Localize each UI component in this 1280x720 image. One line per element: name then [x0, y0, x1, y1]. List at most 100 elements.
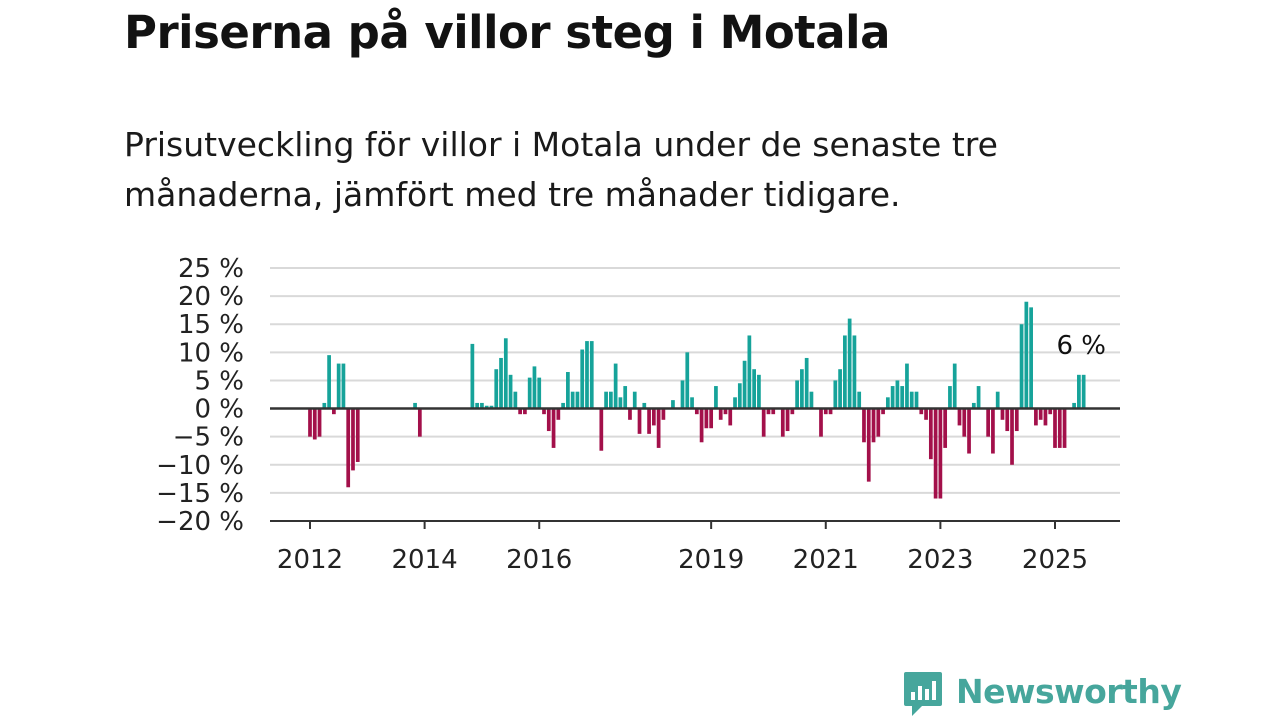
bar [833, 380, 838, 409]
bar [804, 357, 809, 409]
bar [647, 408, 651, 434]
latest-value-annotation: 6 % [1057, 331, 1107, 361]
bar [694, 408, 699, 415]
bar [924, 408, 928, 420]
bar [1053, 408, 1057, 448]
bar [1034, 408, 1038, 426]
bar [312, 408, 317, 440]
bar [905, 363, 909, 409]
bar [928, 408, 933, 460]
bar [1029, 307, 1033, 409]
bar [843, 335, 847, 409]
bar [475, 402, 480, 409]
bar [523, 408, 527, 415]
bar [933, 408, 938, 499]
bar [628, 408, 632, 420]
bar [723, 408, 728, 415]
bar [986, 408, 991, 437]
bar [1057, 408, 1062, 448]
bar [790, 408, 795, 415]
bar [1062, 408, 1067, 448]
bar [976, 386, 981, 409]
bar [556, 408, 561, 420]
y-tick-label: 20 % [178, 282, 244, 312]
y-tick-label: 10 % [178, 338, 244, 368]
bar [336, 363, 341, 409]
bar [632, 391, 637, 409]
bar [570, 391, 575, 409]
bar [757, 374, 761, 409]
bar [566, 372, 570, 409]
bar [508, 374, 513, 409]
bar [1043, 408, 1048, 426]
bar [1010, 408, 1014, 465]
bar [1077, 374, 1081, 409]
bar [771, 408, 776, 415]
bar [919, 408, 924, 415]
bar [866, 408, 871, 482]
x-tick-label: 2023 [907, 545, 973, 575]
bar [838, 369, 842, 409]
bar [742, 360, 747, 409]
x-tick-label: 2016 [506, 545, 572, 575]
bar [718, 408, 723, 420]
y-tick-label: 15 % [178, 310, 244, 340]
bar [542, 408, 546, 415]
bar [322, 402, 327, 409]
bar [957, 408, 962, 426]
bar [809, 391, 814, 409]
bar [537, 377, 542, 409]
bar [470, 343, 475, 409]
bar [1014, 408, 1019, 432]
chart-subtitle: Prisutveckling för villor i Motala under… [124, 125, 998, 214]
chart-title: Priserna på villor steg i Motala [124, 6, 890, 59]
bar [623, 386, 628, 409]
bar [346, 408, 351, 488]
bar [733, 397, 737, 409]
bar [1038, 408, 1043, 420]
y-tick-label: −20 % [156, 507, 244, 537]
y-tick-label: −15 % [156, 479, 244, 509]
bar [885, 397, 890, 409]
bar [728, 408, 733, 426]
bar [909, 391, 914, 409]
bar [1072, 402, 1076, 409]
bar [847, 318, 852, 409]
bar [656, 408, 661, 448]
bar [995, 391, 1000, 409]
y-tick-label: 5 % [194, 366, 244, 396]
bar [480, 402, 484, 409]
y-tick-label: 25 % [178, 254, 244, 284]
bar [704, 408, 709, 429]
bar [341, 363, 346, 409]
bar [651, 408, 656, 426]
bar [489, 405, 494, 409]
bar [499, 357, 503, 409]
bar [308, 408, 312, 437]
bar [680, 380, 685, 409]
bar [785, 408, 790, 432]
bar [532, 366, 537, 409]
bar [938, 408, 943, 499]
bar [642, 402, 647, 409]
bar [637, 408, 642, 434]
bar [599, 408, 604, 451]
bar [609, 391, 613, 409]
bar [518, 408, 522, 415]
bar [709, 408, 714, 429]
bar [494, 369, 499, 409]
bar [513, 391, 518, 409]
bar [962, 408, 967, 437]
bar [752, 369, 756, 409]
bar [527, 377, 532, 409]
bar [890, 386, 895, 409]
bar [351, 408, 355, 471]
bar [327, 355, 331, 409]
bar [881, 408, 885, 415]
bar [766, 408, 771, 415]
bar [795, 380, 799, 409]
bar [780, 408, 785, 437]
bar [580, 349, 585, 409]
bar [503, 338, 508, 409]
bar [551, 408, 556, 448]
